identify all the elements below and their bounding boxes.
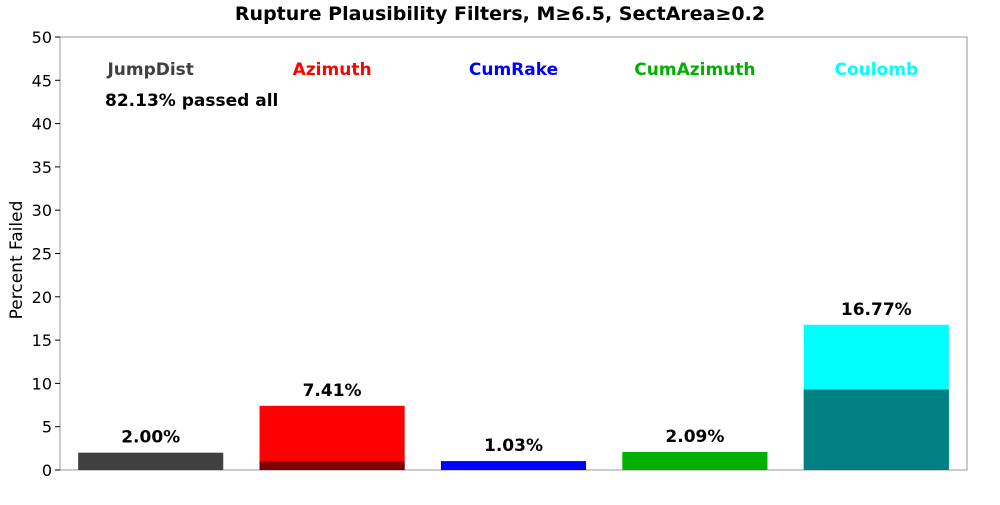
bar-inner-azimuth [259, 461, 405, 470]
y-tick-label: 15 [32, 331, 52, 350]
bar-cumrake [440, 461, 587, 470]
legend-entry-jumpdist: JumpDist [106, 60, 194, 80]
y-tick-label: 5 [42, 418, 52, 437]
y-tick-label: 45 [32, 71, 52, 90]
bar-inner-coulomb [803, 389, 949, 470]
bar-azimuth [259, 405, 405, 470]
y-tick-label: 0 [42, 461, 52, 480]
y-tick-label: 20 [32, 288, 52, 307]
legend-entry-azimuth: Azimuth [293, 60, 372, 80]
y-tick-label: 50 [32, 28, 52, 47]
y-axis: 0 5 10 15 20 25 30 35 40 45 50 [32, 28, 60, 480]
chart-title: Rupture Plausibility Filters, M≥6.5, Sec… [235, 3, 765, 25]
y-tick-label: 35 [32, 158, 52, 177]
y-axis-label: Percent Failed [7, 201, 27, 320]
bar-value-label: 2.00% [121, 428, 180, 448]
bar-cumazimuth [622, 451, 768, 470]
y-tick-label: 25 [32, 245, 52, 264]
legend: JumpDist Azimuth CumRake CumAzimuth Coulomb [106, 60, 918, 80]
y-tick-label: 10 [32, 374, 52, 393]
bar-value-label: 16.77% [841, 300, 912, 320]
bar-jumpdist [78, 452, 224, 470]
legend-entry-cumrake: CumRake [469, 60, 558, 80]
bar-value-label: 1.03% [484, 436, 543, 456]
legend-entry-coulomb: Coulomb [834, 60, 918, 80]
bars-group: 2.00% 7.41% 1.03% 2.09% 16.77% [78, 300, 949, 470]
legend-entry-cumazimuth: CumAzimuth [634, 60, 755, 80]
y-tick-label: 40 [32, 115, 52, 134]
bar-value-label: 7.41% [303, 381, 362, 401]
bar-value-label: 2.09% [665, 427, 724, 447]
passed-all-annotation: 82.13% passed all [105, 91, 278, 111]
y-tick-label: 30 [32, 201, 52, 220]
